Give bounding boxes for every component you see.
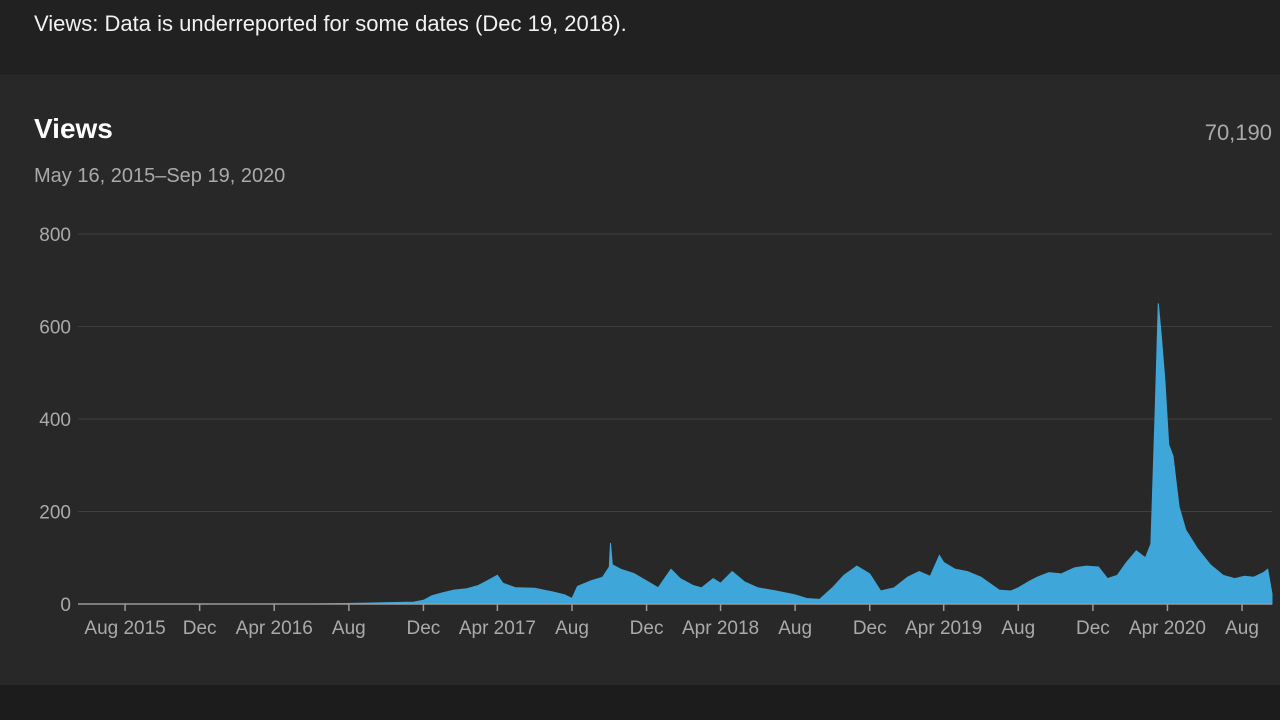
card-title: Views (34, 113, 113, 144)
x-tick-label-0: Aug 2015 (84, 618, 165, 639)
x-tick-label-9: Aug (778, 618, 812, 639)
x-tick-label-5: Apr 2017 (459, 618, 536, 639)
x-tick-label-14: Apr 2020 (1129, 618, 1206, 639)
x-tick-label-8: Apr 2018 (682, 618, 759, 639)
x-tick-label-1: Dec (183, 618, 217, 639)
x-tick-label-7: Dec (630, 618, 664, 639)
x-tick-label-6: Aug (555, 618, 589, 639)
data-notice-bar: Views: Data is underreported for some da… (0, 0, 1280, 76)
y-tick-label-400: 400 (39, 410, 71, 431)
y-axis-ticks: 0 200 400 600 800 (39, 225, 71, 616)
date-range: May 16, 2015–Sep 19, 2020 (34, 165, 286, 187)
bottom-strip (0, 685, 1280, 720)
x-tick-label-10: Dec (853, 618, 887, 639)
x-tick-label-3: Aug (332, 618, 366, 639)
x-tick-label-13: Dec (1076, 618, 1110, 639)
y-tick-label-200: 200 (39, 503, 71, 524)
x-tick-label-12: Aug (1001, 618, 1035, 639)
y-tick-label-0: 0 (60, 595, 71, 616)
x-tick-label-2: Apr 2016 (236, 618, 313, 639)
views-card: Views 70,190 May 16, 2015–Sep 19, 2020 0… (0, 76, 1280, 685)
y-tick-label-800: 800 (39, 225, 71, 246)
gridlines (78, 233, 1272, 512)
x-tick-label-11: Apr 2019 (905, 618, 982, 639)
x-tick-label-15: Aug (1225, 618, 1259, 639)
views-area[interactable] (78, 303, 1273, 605)
x-axis-ticks: Aug 2015 Dec Apr 2016 Aug Dec Apr 2017 Aug Dec A… (78, 603, 1272, 639)
x-tick-label-4: Dec (407, 618, 441, 639)
y-tick-label-600: 600 (39, 318, 71, 339)
data-notice-text: Views: Data is underreported for some da… (34, 11, 627, 36)
views-total: 70,190 (1204, 120, 1272, 145)
views-area-series[interactable] (78, 303, 1273, 605)
